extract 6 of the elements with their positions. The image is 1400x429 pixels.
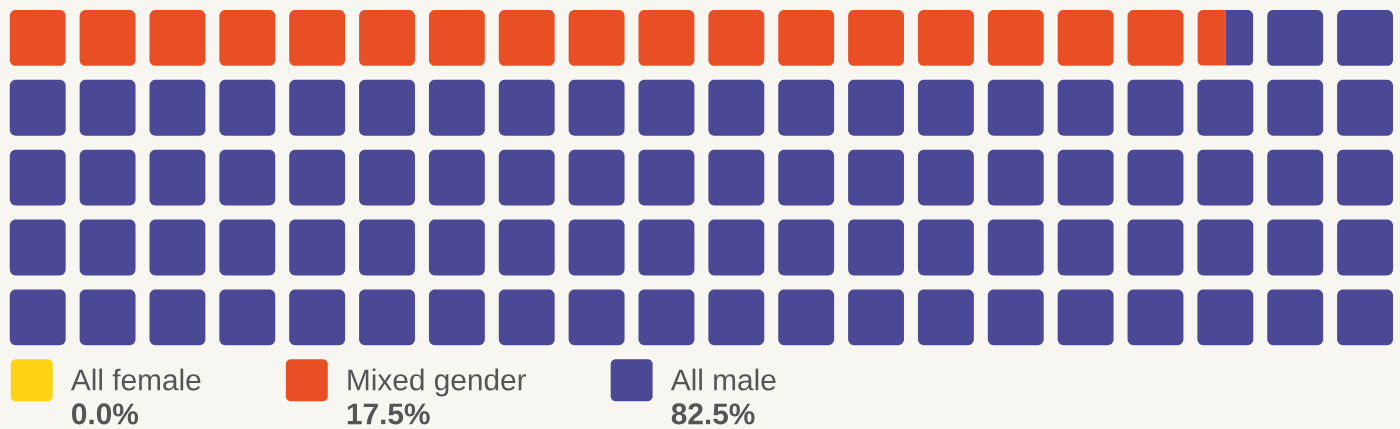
data-label: 0.0% bbox=[72, 403, 139, 425]
data-label: 82.5% bbox=[671, 403, 755, 425]
data-label: 17.5% bbox=[347, 403, 430, 425]
category-label: All female bbox=[70, 368, 201, 391]
category-label: All male bbox=[670, 368, 776, 391]
category-label: Mixed gender bbox=[348, 368, 527, 397]
